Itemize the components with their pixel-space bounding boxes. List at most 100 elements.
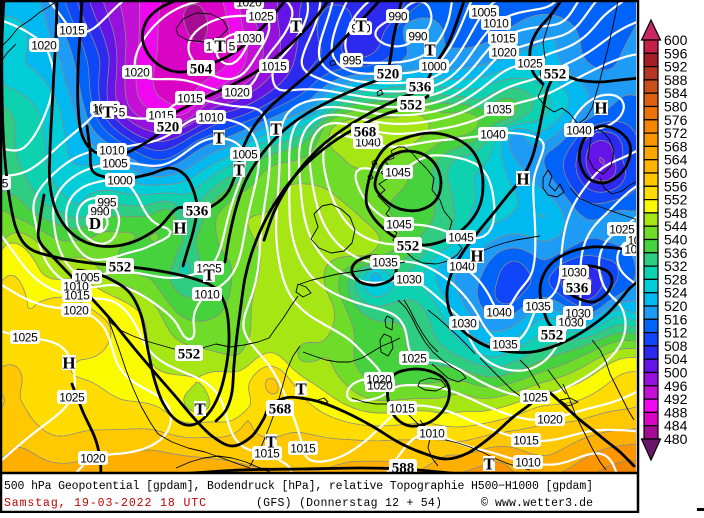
svg-text:1030: 1030 (565, 307, 591, 321)
svg-text:1045: 1045 (385, 166, 411, 180)
svg-text:D: D (89, 214, 101, 233)
svg-text:5: 5 (229, 40, 236, 54)
svg-text:520: 520 (664, 298, 688, 314)
svg-text:484: 484 (664, 418, 688, 434)
svg-text:1040: 1040 (566, 124, 592, 138)
svg-text:T: T (203, 266, 215, 285)
svg-text:552: 552 (178, 347, 201, 363)
svg-text:536: 536 (186, 204, 209, 220)
svg-text:560: 560 (664, 165, 688, 181)
svg-text:H: H (470, 247, 483, 266)
svg-text:520: 520 (377, 67, 400, 83)
svg-text:T: T (102, 103, 114, 122)
svg-text:1010: 1010 (198, 111, 224, 125)
svg-text:1010: 1010 (194, 288, 220, 302)
svg-text:568: 568 (354, 125, 377, 141)
svg-text:480: 480 (664, 431, 688, 447)
svg-text:5: 5 (119, 106, 126, 120)
svg-text:995: 995 (97, 196, 117, 210)
svg-text:1025: 1025 (517, 57, 543, 71)
svg-text:504: 504 (664, 351, 688, 367)
svg-text:520: 520 (157, 120, 180, 136)
svg-text:552: 552 (109, 260, 132, 276)
svg-text:1010: 1010 (483, 17, 509, 31)
svg-text:496: 496 (664, 378, 688, 394)
svg-text:1020: 1020 (236, 0, 262, 10)
svg-text:1015: 1015 (513, 434, 539, 448)
svg-text:552: 552 (664, 192, 688, 208)
svg-text:536: 536 (409, 80, 432, 96)
svg-text:576: 576 (664, 112, 688, 128)
svg-text:584: 584 (664, 85, 688, 101)
svg-text:1020: 1020 (63, 304, 89, 318)
svg-text:1010: 1010 (99, 144, 125, 158)
svg-text:1005: 1005 (74, 271, 100, 285)
svg-text:15: 15 (0, 177, 9, 191)
svg-text:1005: 1005 (232, 148, 258, 162)
svg-text:T: T (424, 41, 436, 60)
svg-text:516: 516 (664, 311, 688, 327)
svg-text:H: H (516, 170, 529, 189)
svg-text:1025: 1025 (522, 391, 548, 405)
svg-text:1030: 1030 (236, 32, 262, 46)
svg-text:1020: 1020 (366, 373, 392, 387)
svg-text:552: 552 (400, 98, 423, 114)
svg-text:508: 508 (664, 338, 688, 354)
svg-text:500 hPa Geopotential [gpdam],: 500 hPa Geopotential [gpdam], Bodendruck… (4, 480, 593, 493)
svg-text:564: 564 (664, 152, 688, 168)
svg-text:1020: 1020 (80, 452, 106, 466)
svg-text:T: T (233, 161, 245, 180)
svg-text:1025: 1025 (401, 352, 427, 366)
svg-text:T: T (295, 380, 307, 399)
svg-text:544: 544 (664, 218, 688, 234)
svg-text:512: 512 (664, 325, 688, 341)
svg-text:1035: 1035 (486, 103, 512, 117)
svg-text:1015: 1015 (64, 289, 90, 303)
svg-text:500: 500 (664, 365, 688, 381)
svg-text:1: 1 (206, 40, 213, 54)
svg-text:580: 580 (664, 99, 688, 115)
svg-text:1015: 1015 (177, 92, 203, 106)
svg-text:1035: 1035 (492, 338, 518, 352)
svg-text:1030: 1030 (561, 266, 587, 280)
svg-text:492: 492 (664, 391, 688, 407)
svg-text:552: 552 (541, 328, 564, 344)
svg-text:(GFS) (Donnerstag 12 + 54): (GFS) (Donnerstag 12 + 54) (256, 497, 442, 510)
svg-text:T: T (265, 433, 277, 452)
svg-text:1015: 1015 (389, 402, 415, 416)
svg-text:1030: 1030 (558, 316, 584, 330)
svg-text:1010: 1010 (419, 427, 445, 441)
svg-text:596: 596 (664, 45, 688, 61)
svg-text:1020: 1020 (124, 66, 150, 80)
svg-text:1005: 1005 (471, 6, 497, 20)
svg-text:488: 488 (664, 404, 688, 420)
svg-text:T: T (355, 17, 367, 36)
svg-text:1015: 1015 (290, 442, 316, 456)
svg-text:102: 102 (624, 243, 644, 257)
svg-text:1010: 1010 (63, 280, 89, 294)
svg-text:568: 568 (664, 138, 688, 154)
svg-text:1020: 1020 (491, 46, 517, 60)
svg-text:1045: 1045 (448, 231, 474, 245)
svg-text:1025: 1025 (609, 223, 635, 237)
svg-text:1045: 1045 (386, 218, 412, 232)
svg-text:1015: 1015 (254, 447, 280, 461)
svg-text:1015: 1015 (261, 60, 287, 74)
svg-text:1020: 1020 (537, 413, 563, 427)
svg-text:990: 990 (408, 30, 428, 44)
svg-text:1020: 1020 (31, 39, 57, 53)
svg-text:548: 548 (664, 205, 688, 221)
svg-text:1030: 1030 (396, 273, 422, 287)
svg-text:H: H (594, 99, 607, 118)
svg-text:990: 990 (388, 10, 408, 24)
svg-text:600: 600 (664, 32, 688, 48)
svg-text:1020: 1020 (367, 379, 393, 393)
svg-text:556: 556 (664, 178, 688, 194)
svg-text:1025: 1025 (248, 10, 274, 24)
svg-text:1005: 1005 (102, 157, 128, 171)
svg-text:1020: 1020 (224, 86, 250, 100)
svg-text:536: 536 (566, 281, 589, 297)
svg-text:572: 572 (664, 125, 688, 141)
svg-text:1025: 1025 (12, 331, 38, 345)
svg-text:1030: 1030 (451, 317, 477, 331)
